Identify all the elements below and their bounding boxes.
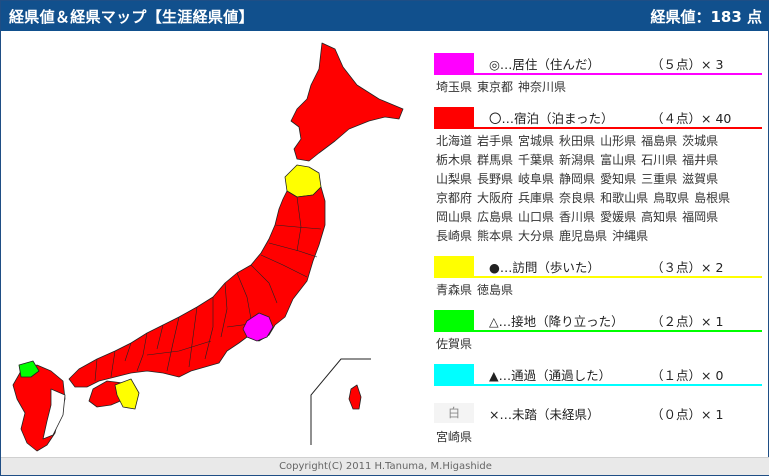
pref-item[interactable]: 高知県 (641, 210, 678, 224)
pref-item[interactable]: 長野県 (477, 172, 514, 186)
footer: Copyright(C) 2011 H.Tanuma, M.Higashide (1, 457, 769, 475)
legend-label-unvisited: ×…未踏（未経県） (489, 407, 600, 422)
legend-underline-stay (434, 127, 762, 129)
pref-item[interactable]: 香川県 (559, 210, 596, 224)
pref-item[interactable]: 佐賀県 (436, 337, 473, 351)
pref-item[interactable]: 岐阜県 (518, 172, 555, 186)
pref-item[interactable]: 青森県 (436, 283, 473, 297)
pref-item[interactable]: 三重県 (641, 172, 678, 186)
map-miyazaki[interactable] (42, 388, 66, 440)
pref-item[interactable]: 福岡県 (682, 210, 719, 224)
pref-item[interactable]: 宮崎県 (436, 430, 473, 444)
legend-label-pass: ▲…通過（通過した） (489, 368, 612, 383)
pref-item[interactable]: 和歌山県 (600, 191, 649, 205)
pref-item[interactable]: 埼玉県 (436, 80, 473, 94)
legend-label-live: ◎…居住（住んだ） (489, 57, 600, 72)
live-swatch (434, 53, 474, 73)
pref-list-land: 佐賀県 (436, 335, 756, 354)
pref-item[interactable]: 群馬県 (477, 153, 514, 167)
legend-panel: ◎…居住（住んだ） （５点）× 3 埼玉県 東京都 神奈川県 〇…宿泊（泊まった… (431, 51, 766, 455)
land-swatch (434, 310, 474, 330)
pref-item[interactable]: 栃木県 (436, 153, 473, 167)
legend-points-land: （２点）× 1 (651, 314, 724, 329)
legend-points-live: （５点）× 3 (651, 57, 724, 72)
pref-item[interactable]: 東京都 (477, 80, 514, 94)
legend-row-live: ◎…居住（住んだ） （５点）× 3 (431, 51, 766, 75)
pref-item[interactable]: 大阪府 (477, 191, 514, 205)
legend-points-visit: （３点）× 2 (651, 260, 724, 275)
pref-item[interactable]: 徳島県 (477, 283, 514, 297)
legend-points-unvisited: （０点）× 1 (651, 407, 724, 422)
legend-label-stay: 〇…宿泊（泊まった） (489, 111, 614, 126)
pref-item[interactable]: 愛媛県 (600, 210, 637, 224)
map-honshu[interactable] (68, 186, 326, 388)
pref-item[interactable]: 大分県 (518, 229, 555, 243)
pref-item[interactable]: 福島県 (641, 134, 678, 148)
legend-label-visit: ●…訪問（歩いた） (489, 260, 600, 275)
pref-item[interactable]: 山口県 (518, 210, 555, 224)
legend-row-visit: ●…訪問（歩いた） （３点）× 2 (431, 254, 766, 278)
visit-swatch (434, 256, 474, 276)
legend-underline-land (434, 330, 762, 332)
legend-points-pass: （１点）× 0 (651, 368, 724, 383)
pref-item[interactable]: 岩手県 (477, 134, 514, 148)
japan-map (12, 42, 404, 452)
legend-underline-live (434, 73, 762, 75)
pref-item[interactable]: 愛知県 (600, 172, 637, 186)
copyright-text: Copyright(C) 2011 H.Tanuma, M.Higashide (279, 461, 492, 472)
legend-row-stay: 〇…宿泊（泊まった） （４点）× 40 (431, 105, 766, 129)
pref-list-unvisited: 宮崎県 (436, 428, 756, 447)
legend-row-pass: ▲…通過（通過した） （１点）× 0 (431, 362, 766, 386)
pref-item[interactable]: 鳥取県 (653, 191, 690, 205)
pref-list-live: 埼玉県 東京都 神奈川県 (436, 78, 756, 97)
pref-item[interactable]: 山梨県 (436, 172, 473, 186)
legend-underline-visit (434, 276, 762, 278)
pref-item[interactable]: 島根県 (694, 191, 731, 205)
pref-item[interactable]: 奈良県 (559, 191, 596, 205)
pref-list-visit: 青森県 徳島県 (436, 281, 756, 300)
pref-item[interactable]: 滋賀県 (682, 172, 719, 186)
pass-swatch (434, 364, 474, 384)
legend-row-unvisited: 白 ×…未踏（未経県） （０点）× 1 (431, 401, 766, 425)
score-display: 経県値：183 点 (650, 8, 762, 26)
legend-points-stay: （４点）× 40 (651, 111, 732, 126)
pref-item[interactable]: 熊本県 (477, 229, 514, 243)
pref-item[interactable]: 兵庫県 (518, 191, 555, 205)
pref-item[interactable]: 石川県 (641, 153, 678, 167)
pref-item[interactable]: 秋田県 (559, 134, 596, 148)
legend-underline-pass (434, 384, 762, 386)
stay-swatch (434, 107, 474, 127)
pref-item[interactable]: 茨城県 (682, 134, 719, 148)
pref-item[interactable]: 福井県 (682, 153, 719, 167)
pref-item[interactable]: 長崎県 (436, 229, 473, 243)
pref-item[interactable]: 岡山県 (436, 210, 473, 224)
legend-label-land: △…接地（降り立った） (489, 314, 624, 329)
map-okinawa[interactable] (348, 384, 362, 410)
pref-item[interactable]: 宮城県 (518, 134, 555, 148)
pref-item[interactable]: 北海道 (436, 134, 473, 148)
title-bar: 経県値＆経県マップ【生涯経県値】 経県値：183 点 (1, 1, 769, 31)
pref-item[interactable]: 千葉県 (518, 153, 555, 167)
pref-item[interactable]: 神奈川県 (518, 80, 567, 94)
map-tokushima[interactable] (114, 378, 140, 410)
map-saga[interactable] (18, 360, 40, 378)
map-hokkaido[interactable] (290, 42, 404, 162)
unvisited-swatch: 白 (434, 403, 474, 423)
pref-item[interactable]: 広島県 (477, 210, 514, 224)
page-title: 経県値＆経県マップ【生涯経県値】 (9, 8, 254, 26)
pref-item[interactable]: 沖縄県 (612, 229, 649, 243)
pref-item[interactable]: 静岡県 (559, 172, 596, 186)
pref-item[interactable]: 富山県 (600, 153, 637, 167)
pref-item[interactable]: 鹿児島県 (559, 229, 608, 243)
legend-row-land: △…接地（降り立った） （２点）× 1 (431, 308, 766, 332)
pref-item[interactable]: 新潟県 (559, 153, 596, 167)
pref-list-pass (436, 389, 756, 393)
pref-item[interactable]: 山形県 (600, 134, 637, 148)
okinawa-inset-divider (310, 358, 371, 445)
pref-item[interactable]: 京都府 (436, 191, 473, 205)
pref-list-stay: 北海道 岩手県 宮城県 秋田県 山形県 福島県 茨城県 栃木県 群馬県 千葉県 … (436, 132, 756, 246)
map-kanto-live[interactable] (242, 312, 274, 342)
